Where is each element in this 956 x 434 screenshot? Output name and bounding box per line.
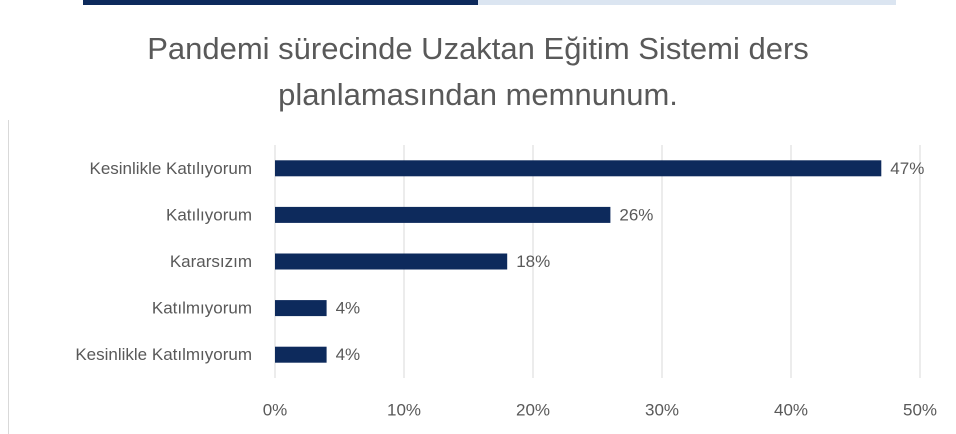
y-tick-label: Kesinlikle Katılıyorum bbox=[89, 159, 252, 178]
y-tick-label: Katılıyorum bbox=[166, 205, 252, 224]
bar bbox=[275, 206, 611, 223]
x-tick-label: 20% bbox=[516, 400, 550, 419]
data-label: 26% bbox=[619, 205, 653, 224]
data-label: 47% bbox=[890, 159, 924, 178]
top-band-light bbox=[478, 0, 896, 5]
y-tick-label: Katılmıyorum bbox=[152, 299, 252, 318]
x-tick-label: 10% bbox=[387, 400, 421, 419]
data-label: 4% bbox=[336, 299, 361, 318]
y-tick-label: Kesinlikle Katılmıyorum bbox=[75, 345, 252, 364]
bar bbox=[275, 346, 327, 363]
data-label: 18% bbox=[516, 252, 550, 271]
chart-title: Pandemi sürecinde Uzaktan Eğitim Sistemi… bbox=[147, 31, 809, 112]
title-box: Pandemi sürecinde Uzaktan Eğitim Sistemi… bbox=[0, 26, 956, 118]
bar bbox=[275, 253, 508, 270]
bar bbox=[275, 300, 327, 317]
bar bbox=[275, 160, 882, 177]
y-tick-label: Kararsızım bbox=[170, 252, 252, 271]
x-tick-label: 50% bbox=[903, 400, 937, 419]
top-band-dark bbox=[83, 0, 478, 5]
data-label: 4% bbox=[336, 345, 361, 364]
x-tick-label: 0% bbox=[263, 400, 288, 419]
x-tick-label: 30% bbox=[645, 400, 679, 419]
x-tick-label: 40% bbox=[774, 400, 808, 419]
